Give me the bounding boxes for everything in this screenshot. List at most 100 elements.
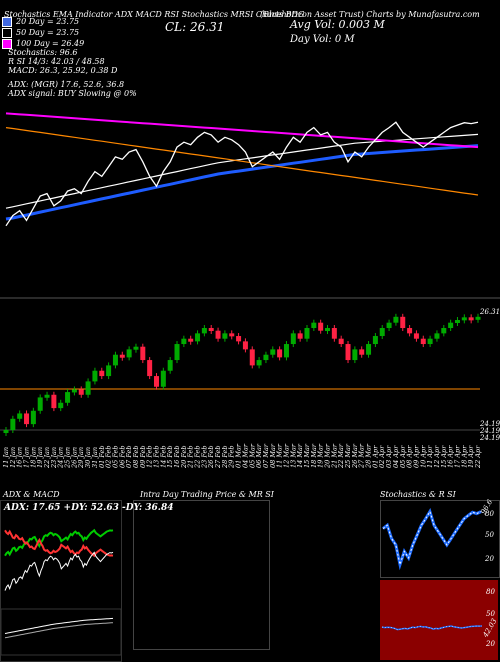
candle-body-2 bbox=[17, 413, 23, 419]
candle-body-54 bbox=[372, 336, 378, 345]
date-label: 31 Jan bbox=[91, 447, 99, 468]
candle-body-26 bbox=[181, 338, 187, 345]
adx-values: ADX: 17.65 +DY: 52.63 -DY: 36.84 bbox=[4, 503, 174, 513]
adx-panel: ADX: 17.65 +DY: 52.63 -DY: 36.84 bbox=[0, 500, 173, 662]
candle-body-53 bbox=[366, 344, 372, 355]
legend-label-20: 20 Day = 23.75 bbox=[16, 17, 80, 26]
date-label: 02 Feb bbox=[105, 446, 113, 469]
legend-label-100: 100 Day = 26.49 bbox=[16, 39, 85, 48]
price-low-label-3: 24.19 bbox=[480, 434, 500, 442]
date-label: 15 Apr bbox=[440, 445, 448, 468]
date-label: 23 Feb bbox=[200, 446, 208, 470]
series-line-4 bbox=[5, 121, 479, 227]
date-label: 25 Mar bbox=[344, 443, 352, 469]
candle-body-46 bbox=[318, 322, 324, 331]
candle-body-34 bbox=[236, 336, 242, 342]
date-label: 30 Jan bbox=[84, 447, 92, 468]
stoch-panel: 80 50 20 96.6 bbox=[380, 498, 500, 578]
date-label: 10 Apr bbox=[419, 445, 427, 468]
series-line-2 bbox=[5, 112, 479, 149]
price-low-label-1: 24.19 bbox=[480, 420, 500, 428]
date-label: 08 Feb bbox=[132, 446, 140, 469]
candle-body-35 bbox=[242, 341, 248, 350]
date-label: 20 Feb bbox=[180, 446, 188, 470]
candle-body-16 bbox=[112, 354, 118, 366]
legend-label-50: 50 Day = 23.75 bbox=[16, 28, 80, 37]
candle-body-41 bbox=[283, 344, 289, 358]
candle-body-42 bbox=[290, 333, 296, 345]
date-label: 12 Apr bbox=[433, 445, 441, 468]
candle-body-23 bbox=[160, 370, 166, 387]
series-line-3 bbox=[5, 127, 479, 196]
candle-body-50 bbox=[345, 344, 351, 361]
date-label: 26 Feb bbox=[207, 446, 215, 470]
rsi-stat: R SI 14/3: 42.03 / 48.58 bbox=[8, 57, 105, 66]
candle-body-27 bbox=[188, 338, 194, 342]
stoch-stat: Stochastics: 96.6 bbox=[8, 48, 78, 57]
candle-body-38 bbox=[263, 354, 269, 361]
adx-line bbox=[4, 551, 114, 591]
stoch-svg bbox=[382, 507, 482, 571]
date-label: 17 Apr bbox=[453, 445, 461, 468]
legend-item-20: 20 Day = 23.75 bbox=[2, 16, 84, 27]
date-label: 12 Jan bbox=[9, 447, 17, 468]
rsi-svg bbox=[381, 625, 483, 631]
date-label: 14 Feb bbox=[159, 446, 167, 469]
price-low-label-2: 24.19 bbox=[480, 427, 500, 435]
candle-body-3 bbox=[24, 413, 30, 425]
macd-box bbox=[1, 608, 121, 656]
candle-body-56 bbox=[386, 322, 392, 329]
stoch-tick-80: 80 bbox=[485, 510, 494, 518]
date-label: 06 Mar bbox=[255, 443, 263, 468]
candle-body-20 bbox=[140, 346, 146, 361]
candle-body-22 bbox=[153, 376, 159, 387]
adx-panel-title: ADX & MACD bbox=[3, 490, 60, 499]
date-label: 19 Jan bbox=[36, 447, 44, 468]
date-label: 28 Feb bbox=[221, 446, 229, 470]
date-label: 15 Feb bbox=[166, 446, 174, 469]
date-label: 29 Jan bbox=[77, 447, 85, 469]
candle-body-63 bbox=[434, 333, 440, 339]
candle-body-68 bbox=[468, 317, 474, 321]
candle-body-32 bbox=[222, 333, 228, 339]
candles bbox=[3, 313, 481, 436]
candle-body-14 bbox=[99, 370, 105, 377]
date-label: 11 Jan bbox=[2, 447, 10, 468]
rsi-panel: 80 50 20 42.03 bbox=[380, 580, 498, 660]
date-label: 19 Mar bbox=[317, 443, 325, 468]
date-label: 16 Feb bbox=[173, 446, 181, 469]
candle-body-4 bbox=[30, 410, 36, 425]
candle-body-36 bbox=[249, 349, 255, 366]
candle-body-69 bbox=[475, 316, 481, 320]
candle-body-10 bbox=[71, 389, 77, 393]
stoch-d-line bbox=[382, 510, 482, 567]
date-label: 02 Apr bbox=[378, 445, 386, 468]
date-label: 12 Mar bbox=[282, 443, 290, 468]
date-label: 04 Mar bbox=[241, 443, 249, 468]
candle-body-17 bbox=[119, 354, 125, 358]
avg-vol-label: Avg Vol: 0.003 M bbox=[290, 18, 385, 31]
macd-signal-line bbox=[4, 622, 114, 639]
candle-body-24 bbox=[167, 360, 173, 371]
candle-body-49 bbox=[338, 338, 344, 345]
candle-body-6 bbox=[44, 394, 50, 398]
date-label: 22 Jan bbox=[43, 447, 51, 469]
candle-body-8 bbox=[58, 402, 64, 409]
date-label: 22 Apr bbox=[474, 445, 482, 469]
candle-body-11 bbox=[78, 389, 84, 395]
macd-stat: MACD: 26.3, 25.92, 0.38 D bbox=[8, 66, 118, 75]
intraday-panel-title: Intra Day Trading Price & MR SI bbox=[140, 490, 274, 499]
intraday-panel bbox=[133, 500, 270, 650]
candle-body-61 bbox=[420, 338, 426, 345]
date-label: 01 Feb bbox=[98, 446, 106, 469]
legend-swatch-50 bbox=[2, 27, 12, 38]
candle-body-58 bbox=[400, 316, 406, 329]
candle-body-1 bbox=[10, 418, 16, 430]
rsi-tick-20: 20 bbox=[486, 640, 495, 648]
date-label: 29 Feb bbox=[228, 446, 236, 470]
candle-body-60 bbox=[413, 333, 419, 339]
date-label: 15 Mar bbox=[303, 443, 311, 468]
candle-body-0 bbox=[3, 430, 9, 433]
date-label: 23 Jan bbox=[50, 447, 58, 469]
